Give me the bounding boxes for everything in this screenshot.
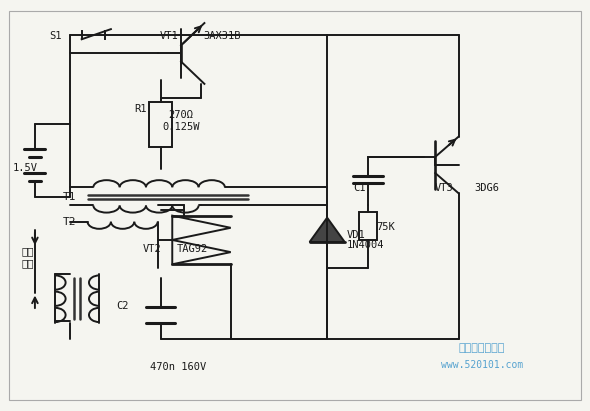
Text: VD1: VD1	[346, 230, 365, 240]
Polygon shape	[310, 218, 345, 242]
Text: 470n 160V: 470n 160V	[150, 362, 206, 372]
Text: VT2: VT2	[142, 244, 161, 254]
Text: VT3: VT3	[435, 183, 453, 193]
Text: T1: T1	[63, 192, 77, 202]
Bar	[359, 212, 377, 240]
Text: 0.125W: 0.125W	[162, 122, 200, 132]
Text: S1: S1	[49, 31, 61, 41]
Text: 间隙: 间隙	[21, 259, 34, 268]
Text: 3DG6: 3DG6	[474, 183, 499, 193]
Text: 75K: 75K	[376, 222, 395, 232]
Text: C1: C1	[353, 183, 366, 193]
Text: TAG92: TAG92	[177, 244, 208, 254]
Text: R1: R1	[134, 104, 146, 114]
Bar	[149, 102, 172, 147]
Text: C2: C2	[116, 301, 129, 311]
Text: 放电: 放电	[21, 246, 34, 256]
Text: www.520101.com: www.520101.com	[441, 360, 523, 369]
Text: 1.5V: 1.5V	[12, 163, 38, 173]
Text: 1N4004: 1N4004	[346, 240, 384, 250]
Text: VT1: VT1	[160, 31, 179, 41]
Text: T2: T2	[63, 217, 77, 227]
Text: 270Ω: 270Ω	[169, 110, 194, 120]
Text: 家电维修资料网: 家电维修资料网	[459, 344, 505, 353]
Text: 3AX31B: 3AX31B	[203, 31, 241, 41]
